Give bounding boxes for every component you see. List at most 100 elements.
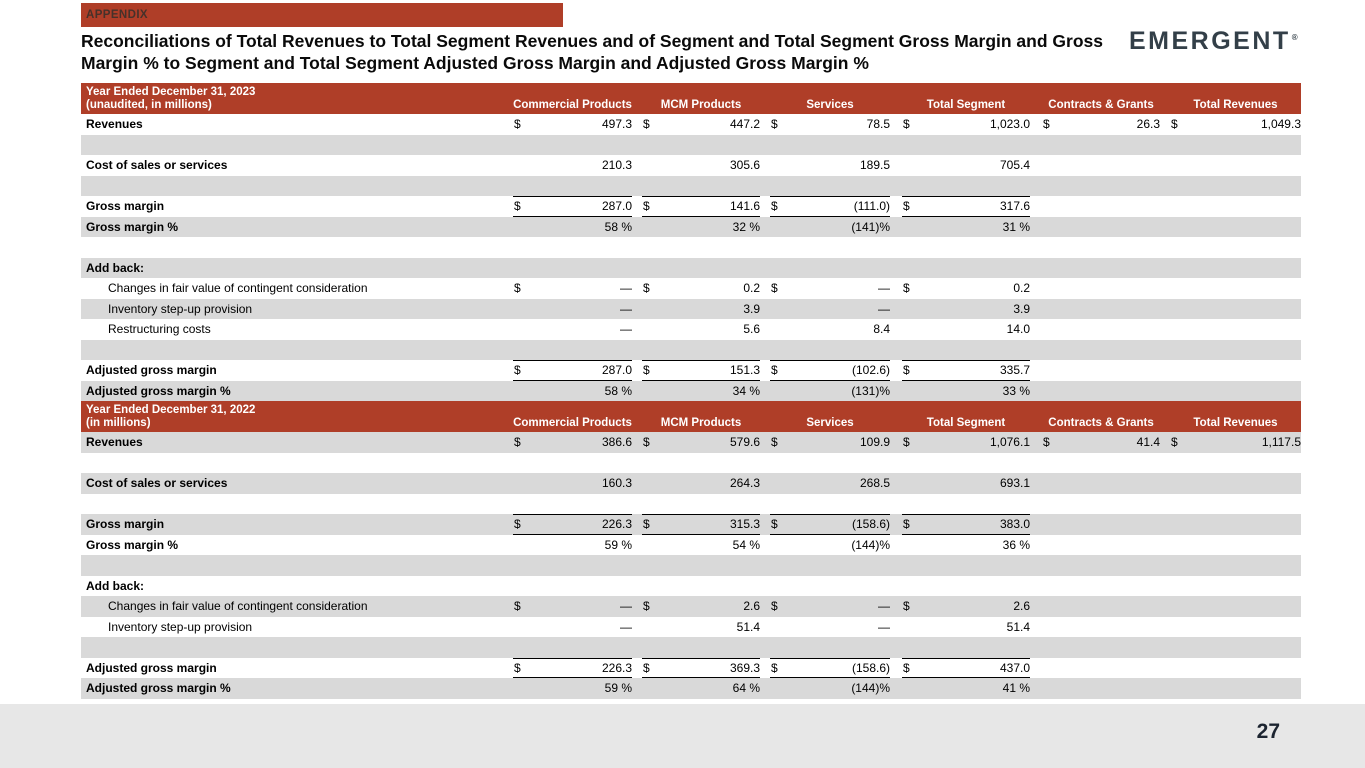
- cell-gap: [1030, 473, 1042, 494]
- row-label: Inventory step-up provision: [108, 301, 253, 316]
- cell-value: 447.2: [729, 117, 760, 132]
- row-label: Changes in fair value of contingent cons…: [108, 599, 368, 614]
- registered-trademark-icon: ®: [1291, 32, 1298, 42]
- cell-currency-symbol: $: [513, 657, 537, 678]
- cell-currency-symbol: $: [513, 514, 537, 535]
- cell-currency-symbol: [1042, 596, 1066, 617]
- header-label-line1: Year Ended December 31, 2023: [86, 86, 256, 98]
- cell-currency-symbol: [513, 155, 537, 176]
- cell-value: 41 %: [1002, 681, 1030, 696]
- table-row: Changes in fair value of contingent cons…: [81, 596, 1301, 617]
- table-row: Gross margin % 58 % 32 % (141)% 31 %: [81, 216, 1301, 238]
- cell-value: 160.3: [601, 476, 632, 491]
- cell-gap: [1160, 617, 1170, 638]
- cell-gap: [632, 617, 642, 638]
- column-header: Contracts & Grants: [1048, 98, 1154, 111]
- cell-value: [1194, 217, 1301, 238]
- spacer-row: [81, 452, 1301, 473]
- header-gap: [760, 401, 770, 432]
- header-gap: [1160, 401, 1170, 432]
- cell-currency-symbol: [1042, 617, 1066, 638]
- cell-gap: [760, 658, 770, 679]
- cell-value: —: [878, 619, 890, 634]
- cell-currency-symbol: $: [643, 435, 650, 450]
- cell-currency-symbol: [1042, 196, 1066, 217]
- cell-gap: [632, 299, 642, 320]
- cell-currency-symbol: [902, 217, 926, 238]
- table-row: Restructuring costs — 5.6 8.4 14.0: [81, 319, 1301, 340]
- cell-gap: [1030, 381, 1042, 402]
- cell-currency-symbol: $: [642, 514, 666, 535]
- cell-value: 705.4: [999, 158, 1030, 173]
- cell-value: (102.6): [794, 360, 890, 381]
- cell-currency-symbol: [770, 473, 794, 494]
- cell-gap: [1160, 658, 1170, 679]
- cell-currency-symbol: [1042, 678, 1066, 699]
- table-row: Adjusted gross margin $287.0 $151.3 $ (102.6…: [81, 360, 1301, 381]
- cell-value: [1194, 381, 1301, 402]
- cell-currency-symbol: [1170, 514, 1194, 535]
- table-row: Gross margin $287.0 $141.6 $ (111.0) $317.6: [81, 196, 1301, 217]
- cell-value: 1,076.1: [989, 435, 1030, 450]
- cell-currency-symbol: $: [1171, 117, 1178, 132]
- header-gap: [632, 401, 642, 432]
- table-header-label: Year Ended December 31, 2023 (unaudited, …: [81, 83, 513, 114]
- cell-value: [1194, 514, 1301, 535]
- table-row: Revenues $386.6 $579.6 $109.9 $1,076.1 $41.4 $…: [81, 432, 1301, 453]
- cell-gap: [632, 196, 642, 217]
- cell-currency-symbol: $: [771, 599, 778, 614]
- cell-value: 226.3: [537, 514, 632, 535]
- column-header: Total Revenues: [1193, 416, 1278, 429]
- cell-currency-symbol: [1042, 360, 1066, 381]
- appendix-tab: APPENDIX: [81, 3, 563, 27]
- cell-value: 497.3: [601, 117, 632, 132]
- cell-value: [1066, 678, 1160, 699]
- cell-currency-symbol: [1170, 155, 1194, 176]
- cell-value: —: [878, 301, 890, 316]
- cell-gap: [1160, 381, 1170, 402]
- row-label: Add back:: [86, 260, 145, 275]
- page-title: Reconciliations of Total Revenues to Tot…: [81, 31, 1103, 73]
- cell-gap: [890, 114, 902, 135]
- cell-gap: [890, 535, 902, 556]
- spacer-row: [81, 134, 1301, 155]
- column-header: Contracts & Grants: [1048, 416, 1154, 429]
- cell-value: [1194, 155, 1301, 176]
- financial-table-year-ended-2022: Year Ended December 31, 2022 (in millions…: [81, 401, 1301, 699]
- cell-gap: [760, 360, 770, 381]
- logo-text: EMERGENT: [1129, 27, 1291, 55]
- cell-value: 26.3: [1136, 117, 1160, 132]
- cell-value: —: [878, 599, 890, 614]
- cell-gap: [760, 319, 770, 340]
- cell-value: [1194, 596, 1301, 617]
- cell-gap: [890, 299, 902, 320]
- table-row: Changes in fair value of contingent cons…: [81, 278, 1301, 299]
- cell-gap: [760, 114, 770, 135]
- row-label: Cost of sales or services: [86, 158, 228, 173]
- cell-value: [1066, 360, 1160, 381]
- appendix-label: APPENDIX: [86, 9, 148, 21]
- row-label: Gross margin %: [86, 537, 179, 552]
- cell-currency-symbol: [770, 217, 794, 238]
- cell-currency-symbol: [513, 319, 537, 340]
- cell-gap: [1160, 535, 1170, 556]
- cell-currency-symbol: $: [903, 117, 910, 132]
- cell-value: 386.6: [601, 435, 632, 450]
- spacer: [81, 555, 1301, 576]
- cell-currency-symbol: [902, 381, 926, 402]
- cell-currency-symbol: $: [1171, 435, 1178, 450]
- cell-value: [1194, 678, 1301, 699]
- cell-gap: [632, 319, 642, 340]
- cell-value: 0.2: [1013, 281, 1030, 296]
- cell-gap: [760, 617, 770, 638]
- header-label-line2: (in millions): [86, 416, 151, 429]
- table-row: Adjusted gross margin $226.3 $369.3 $ (158.6…: [81, 657, 1301, 679]
- row-label: Gross margin: [86, 517, 165, 532]
- cell-value: [1066, 617, 1160, 638]
- cell-gap: [890, 514, 902, 535]
- cell-gap: [632, 473, 642, 494]
- cell-value: 51.4: [736, 619, 760, 634]
- row-label: Add back:: [86, 578, 145, 593]
- cell-value: —: [878, 281, 890, 296]
- cell-value: 59 %: [604, 537, 632, 552]
